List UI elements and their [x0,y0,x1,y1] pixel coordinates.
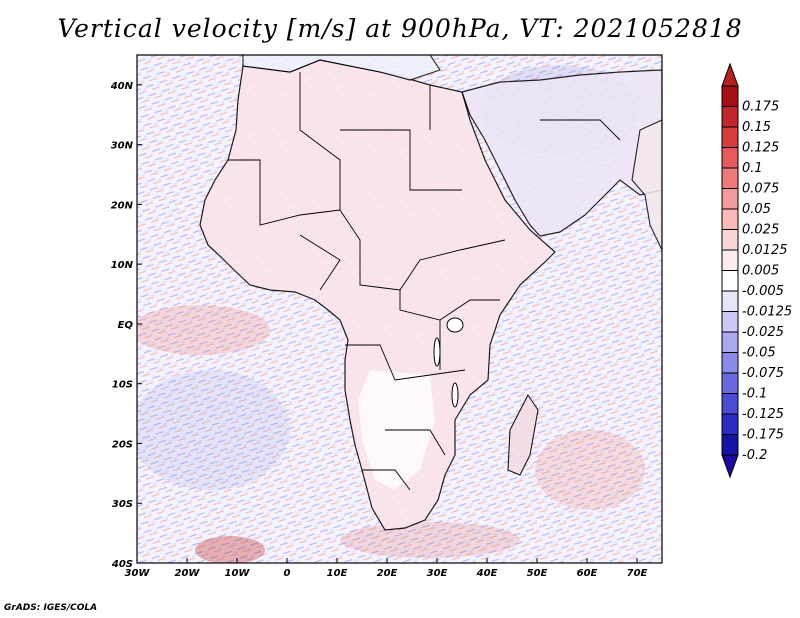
colorbar-label: -0.025 [742,325,784,340]
africa-landmass [199,59,556,531]
lat-tick-label: 30N [111,141,134,152]
colorbar-label: -0.125 [742,407,784,422]
colorbar-swatch [721,393,739,415]
colorbar-swatch [721,147,739,169]
colorbar-swatch [721,229,739,251]
colorbar-label: -0.2 [742,448,767,463]
map-field-features [137,55,662,563]
colorbar-label: -0.0125 [742,305,792,320]
lon-tick-label: 0 [284,568,291,579]
colorbar-label: 0.05 [742,202,771,217]
colorbar-swatch [721,85,739,107]
colorbar-swatch [721,434,739,456]
colorbar-label: 0.175 [742,100,779,115]
india-landmass [631,119,662,251]
lat-tick-label: 10S [112,380,133,391]
colorbar-swatch [721,290,739,312]
colorbar-label: -0.05 [742,346,776,361]
colorbar-label: 0.075 [742,182,779,197]
lat-tick-label: 40N [110,81,134,92]
lon-tick-label: 70E [627,568,648,579]
arabia-landmass [461,69,662,237]
lat-tick-label: 20S [112,439,133,450]
map-frame [136,54,663,564]
lat-tick-label: EQ [118,320,134,331]
lon-tick-label: 10W [225,568,251,579]
colorbar-label: 0.005 [742,264,779,279]
colorbar-bottom-arrow [721,454,739,479]
lon-tick-label: 50E [527,568,548,579]
colorbar-label: -0.005 [742,284,784,299]
longitude-axis: 30W 20W 10W 0 10E 20E 30E 40E 50E 60E 70E [125,558,648,579]
colorbar-swatch [721,331,739,353]
colorbar-label: 0.025 [742,223,779,238]
colorbar-swatch [721,270,739,292]
colorbar-label: -0.075 [742,366,784,381]
colorbar-swatch [721,413,739,435]
country-borders [228,72,621,491]
lon-tick-label: 10E [327,568,348,579]
lat-tick-label: 30S [112,499,133,510]
lake-malawi [451,382,459,408]
europe-landmass [242,55,441,81]
colorbar-swatch [721,167,739,189]
lat-tick-label: 40S [111,559,133,570]
lat-tick-label: 10N [111,260,134,271]
latitude-axis: 40N 30N 20N 10N EQ 10S 20S 30S 40S [110,81,142,570]
colorbar-label: 0.15 [742,120,771,135]
grads-credit: GrADS: IGES/COLA [4,603,98,613]
colorbar-swatch [721,249,739,271]
colorbar-swatch [721,311,739,333]
colorbar-label: 0.0125 [742,243,788,258]
colorbar-label: 0.1 [742,161,763,176]
colorbar: 0.175 0.15 0.125 0.1 0.075 0.05 0.025 0.0125 0.0… [721,62,792,479]
lon-tick-label: 40E [476,568,498,579]
colorbar-swatch [721,188,739,210]
lon-tick-label: 30E [427,568,448,579]
colorbar-top-arrow [721,62,739,87]
lat-tick-label: 20N [111,200,134,211]
lon-tick-label: 20W [175,568,201,579]
lake-tanganyika [433,337,441,367]
madagascar-landmass [507,393,539,476]
lon-tick-label: 30W [125,568,151,579]
colorbar-swatch [721,208,739,230]
chart-title: Vertical velocity [m/s] at 900hPa, VT: 2… [57,14,743,43]
lon-tick-label: 20E [377,568,398,579]
colorbar-swatch [721,106,739,128]
lake-victoria [446,317,464,333]
colorbar-label: 0.125 [742,141,779,156]
colorbar-label: -0.175 [742,428,784,443]
lon-tick-label: 60E [577,568,598,579]
colorbar-swatch [721,126,739,148]
colorbar-label: -0.1 [742,387,767,402]
colorbar-swatch [721,352,739,374]
colorbar-swatch [721,372,739,394]
